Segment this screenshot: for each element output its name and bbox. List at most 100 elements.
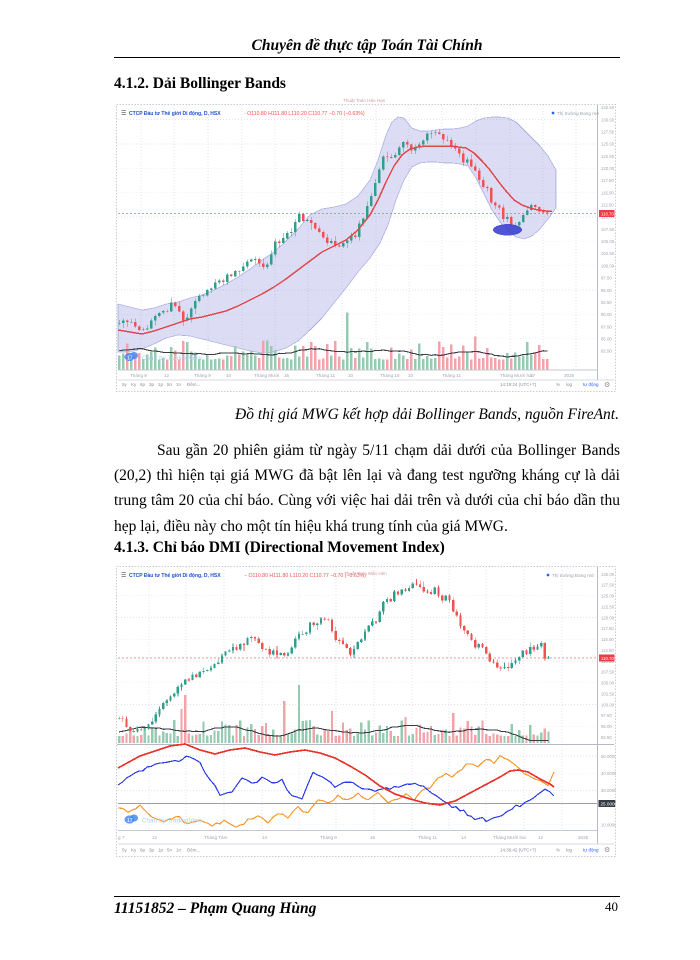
svg-text:Thị trường Đang mở: Thị trường Đang mở (552, 572, 594, 578)
svg-text:10: 10 (226, 373, 232, 378)
svg-text:tự động: tự động (583, 382, 599, 387)
svg-text:Tháng 11: Tháng 11 (442, 373, 462, 378)
svg-text:%: % (556, 848, 560, 853)
svg-text:16: 16 (284, 373, 290, 378)
svg-text:102.50: 102.50 (601, 692, 615, 697)
svg-text:☰: ☰ (121, 110, 126, 117)
svg-text:17: 17 (127, 818, 133, 824)
svg-text:17: 17 (530, 373, 536, 378)
svg-text:40.0000: 40.0000 (601, 771, 616, 776)
svg-text:6p: 6p (140, 382, 146, 387)
svg-text:132.50: 132.50 (601, 105, 615, 110)
svg-text:110.00: 110.00 (601, 215, 614, 220)
svg-text:%: % (556, 382, 560, 387)
svg-text:1n: 1n (176, 382, 182, 387)
svg-text:17: 17 (127, 356, 133, 362)
svg-text:14: 14 (262, 835, 268, 840)
svg-text:log: log (566, 382, 573, 387)
svg-text:2025: 2025 (578, 835, 589, 840)
svg-text:127.50: 127.50 (601, 583, 615, 588)
svg-text:2025: 2025 (564, 373, 575, 378)
svg-text:115.00: 115.00 (601, 637, 614, 642)
svg-text:CTCP Đầu tư Thế giới Di động,: CTCP Đầu tư Thế giới Di động, D, HSX (129, 110, 221, 117)
svg-text:130.00: 130.00 (601, 572, 615, 577)
svg-text:110.70: 110.70 (601, 211, 614, 216)
svg-text:100.00: 100.00 (601, 263, 615, 268)
svg-text:3p: 3p (149, 382, 155, 387)
svg-text:14:19:24 (UTC+7): 14:19:24 (UTC+7) (500, 382, 537, 387)
svg-text:117.50: 117.50 (601, 626, 614, 631)
svg-text:10: 10 (408, 373, 414, 378)
svg-text:Đêm...: Đêm... (187, 382, 200, 387)
svg-text:127.50: 127.50 (601, 130, 615, 135)
svg-text:Ky: Ky (131, 848, 137, 853)
svg-text:120.00: 120.00 (601, 615, 615, 620)
svg-text:14: 14 (461, 835, 467, 840)
svg-text:Tháng 9: Tháng 9 (320, 835, 337, 840)
svg-text:Tháng Tám: Tháng Tám (204, 835, 228, 840)
svg-text:10: 10 (348, 373, 354, 378)
svg-text:1p: 1p (158, 848, 164, 853)
svg-text:g 7: g 7 (118, 835, 125, 840)
svg-text:6p: 6p (140, 848, 146, 853)
svg-text:tự động: tự động (583, 848, 599, 853)
svg-text:112.50: 112.50 (601, 648, 614, 653)
svg-text:105.00: 105.00 (601, 681, 615, 686)
svg-text:25.0000: 25.0000 (601, 801, 617, 806)
svg-text:Tháng 10: Tháng 10 (380, 373, 400, 378)
svg-text:5n: 5n (167, 382, 173, 387)
svg-text:122.50: 122.50 (601, 154, 615, 159)
svg-text:Tháng 8: Tháng 8 (130, 373, 147, 378)
svg-text:92.50: 92.50 (601, 300, 612, 305)
svg-text:122.50: 122.50 (601, 605, 615, 610)
svg-text:⚙: ⚙ (604, 846, 610, 854)
svg-text:105.00: 105.00 (601, 239, 615, 244)
svg-text:− O110.80 H111.80 L110.20 C110: − O110.80 H111.80 L110.20 C110.77 −0.70 … (244, 573, 366, 579)
svg-text:3p: 3p (149, 848, 155, 853)
svg-text:50.0000: 50.0000 (601, 754, 616, 759)
svg-text:102.50: 102.50 (601, 251, 615, 256)
svg-text:110.70: 110.70 (601, 656, 614, 661)
svg-text:Thị trường Đang mở: Thị trường Đang mở (557, 110, 599, 116)
svg-text:97.50: 97.50 (601, 713, 612, 718)
svg-text:107.50: 107.50 (601, 227, 615, 232)
svg-text:1n: 1n (176, 848, 182, 853)
svg-text:Chart by TradingView: Chart by TradingView (142, 355, 203, 362)
svg-text:100.00: 100.00 (601, 702, 615, 707)
svg-text:⚙: ⚙ (604, 381, 610, 389)
svg-text:CTCP Đầu tư Thế giới Di động,: CTCP Đầu tư Thế giới Di động, D, HSX (129, 572, 221, 579)
svg-text:Tháng Mười: Tháng Mười (254, 373, 279, 378)
svg-text:Tháng 11: Tháng 11 (418, 835, 438, 840)
svg-text:Tháng Mười hai: Tháng Mười hai (500, 373, 533, 378)
svg-text:16: 16 (370, 835, 376, 840)
svg-text:30.0000: 30.0000 (601, 788, 616, 793)
svg-text:125.00: 125.00 (601, 594, 615, 599)
svg-text:82.50: 82.50 (601, 349, 612, 354)
svg-text:Tháng 9: Tháng 9 (194, 373, 211, 378)
svg-text:92.50: 92.50 (601, 735, 612, 740)
svg-text:· O110.80 H111.80 L110.20 C110: · O110.80 H111.80 L110.20 C110.77 −0.70 … (244, 111, 365, 117)
svg-text:10.0000: 10.0000 (601, 823, 616, 828)
svg-text:107.50: 107.50 (601, 670, 615, 675)
svg-text:5n: 5n (167, 848, 173, 853)
svg-text:115.00: 115.00 (601, 190, 614, 195)
svg-text:120.00: 120.00 (601, 166, 615, 171)
svg-text:97.50: 97.50 (601, 276, 612, 281)
svg-text:95.00: 95.00 (601, 724, 612, 729)
svg-text:12: 12 (538, 835, 544, 840)
svg-text:95.00: 95.00 (601, 288, 612, 293)
svg-text:85.00: 85.00 (601, 337, 612, 342)
svg-text:Chart by TradingView: Chart by TradingView (142, 818, 203, 825)
svg-text:Ky: Ky (131, 382, 137, 387)
svg-text:87.50: 87.50 (601, 324, 612, 329)
svg-text:130.00: 130.00 (601, 117, 615, 122)
svg-text:12: 12 (164, 373, 170, 378)
svg-text:90.00: 90.00 (601, 312, 612, 317)
svg-text:12: 12 (152, 835, 158, 840)
svg-text:117.50: 117.50 (601, 178, 614, 183)
svg-text:☰: ☰ (121, 572, 126, 579)
svg-text:125.00: 125.00 (601, 142, 615, 147)
svg-text:Tháng 11: Tháng 11 (316, 373, 336, 378)
svg-text:1p: 1p (158, 382, 164, 387)
svg-text:Đêm...: Đêm... (187, 848, 200, 853)
